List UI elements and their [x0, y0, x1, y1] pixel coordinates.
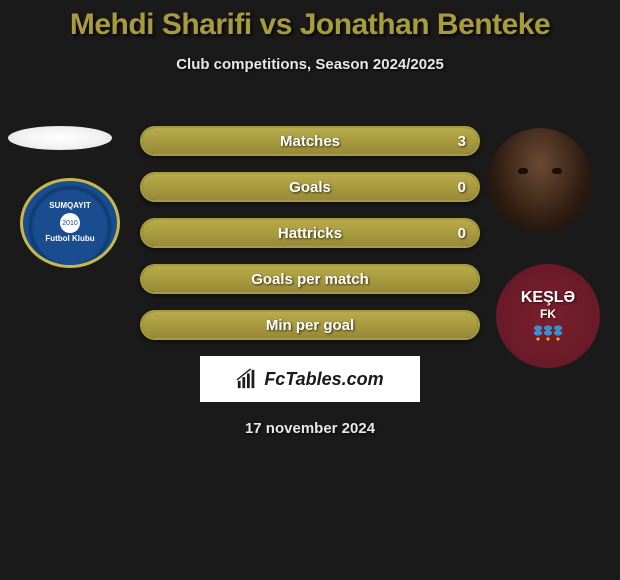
stat-bar: Hattricks0: [140, 218, 480, 248]
stat-bar-value-right: 3: [458, 128, 466, 154]
stat-bar-label: Goals per match: [142, 266, 478, 292]
club-right-badge: KEŞLƏ FK: [496, 264, 600, 368]
stat-bar-label: Goals: [142, 174, 478, 200]
stat-bar: Goals per match: [140, 264, 480, 294]
subtitle: Club competitions, Season 2024/2025: [0, 56, 620, 73]
stat-bar-label: Matches: [142, 128, 478, 154]
stat-bar-value-right: 0: [458, 174, 466, 200]
stat-bar-label: Hattricks: [142, 220, 478, 246]
date: 17 november 2024: [0, 420, 620, 437]
stat-bar-value-right: 0: [458, 220, 466, 246]
stat-bar: Matches3: [140, 126, 480, 156]
brand-box: FcTables.com: [200, 356, 420, 402]
stat-bar-label: Min per goal: [142, 312, 478, 338]
player-right-avatar: [488, 128, 592, 232]
club-left-year: 2010: [60, 213, 80, 233]
club-left-badge: SUMQAYIT 2010 Futbol Klubu: [20, 178, 120, 268]
stat-bar: Goals0: [140, 172, 480, 202]
club-left-name-bottom: Futbol Klubu: [45, 235, 94, 244]
stat-bar: Min per goal: [140, 310, 480, 340]
stat-bars: Matches3Goals0Hattricks0Goals per matchM…: [140, 126, 480, 340]
club-right-name: KEŞLƏ FK: [521, 289, 575, 321]
chart-icon: [236, 368, 258, 390]
club-right-waves-icon: [528, 323, 568, 343]
comparison-content: SUMQAYIT 2010 Futbol Klubu KEŞLƏ FK Matc…: [0, 110, 620, 437]
player-left-avatar: [8, 126, 112, 150]
club-left-name-top: SUMQAYIT: [49, 202, 91, 211]
brand-text: FcTables.com: [264, 369, 383, 390]
page-title: Mehdi Sharifi vs Jonathan Benteke: [0, 0, 620, 42]
